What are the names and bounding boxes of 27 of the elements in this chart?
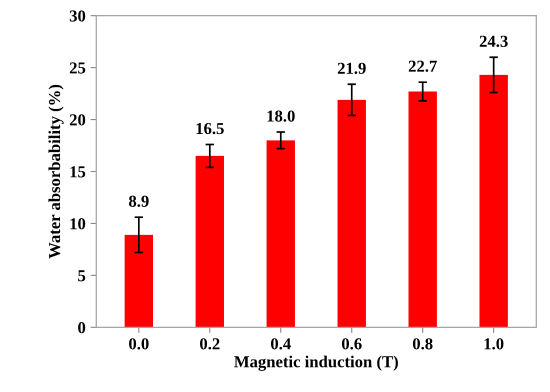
x-tick-label: 0.4 [270, 338, 291, 350]
x-axis-title: Magnetic induction (T) [234, 356, 398, 371]
data-label: 16.5 [196, 122, 224, 134]
bar [124, 234, 154, 328]
y-tick-label: 20 [70, 114, 86, 126]
data-label: 8.9 [128, 196, 149, 207]
y-tick-label: 10 [70, 218, 86, 230]
bar [196, 156, 224, 328]
bar [266, 140, 295, 328]
y-tick-label: 25 [70, 62, 86, 74]
bar [479, 74, 508, 328]
x-tick-label: 0.0 [129, 338, 149, 350]
y-axis-title: Water absorbability (%) [48, 84, 64, 259]
x-tick-label: 0.2 [200, 338, 220, 350]
data-label: 21.9 [338, 62, 366, 74]
data-label: 22.7 [408, 60, 437, 72]
data-label: 24.3 [480, 36, 508, 47]
x-tick-label: 0.6 [342, 338, 362, 350]
y-tick-label: 0 [78, 322, 86, 334]
bar [408, 92, 437, 328]
y-tick-label: 5 [78, 270, 86, 282]
x-tick-label: 0.8 [412, 338, 433, 350]
x-tick-label: 1.0 [484, 338, 504, 350]
y-tick-label: 15 [70, 166, 86, 178]
bar [338, 100, 366, 328]
y-tick-label: 30 [70, 10, 86, 22]
data-label: 18.0 [268, 110, 295, 122]
